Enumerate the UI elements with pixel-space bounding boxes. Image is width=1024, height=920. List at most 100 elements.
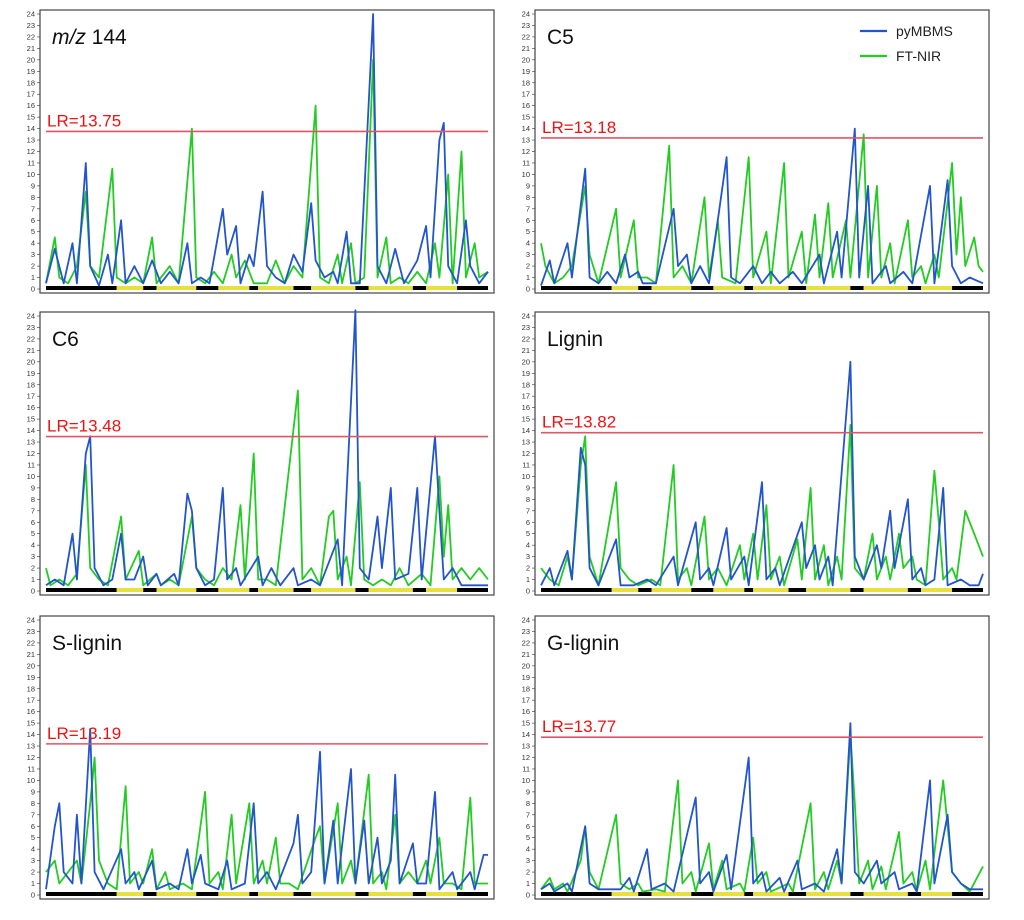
lr-label: LR=13.19 <box>47 724 121 743</box>
ytick-label: 9 <box>31 181 35 190</box>
ytick-label: 8 <box>526 193 530 202</box>
panel-title-text: 144 <box>86 26 127 49</box>
series-line-pymbms <box>45 13 489 287</box>
panel-frame <box>39 615 495 900</box>
ytick-label: 18 <box>522 78 530 87</box>
ytick-label: 3 <box>526 250 530 259</box>
chromosome-segment <box>850 892 864 896</box>
ytick-label: 11 <box>27 460 35 469</box>
chromosome-segment <box>907 588 922 592</box>
ytick-label: 2 <box>31 868 35 877</box>
ytick-label: 14 <box>522 426 530 435</box>
ytick-label: 3 <box>31 250 35 259</box>
chromosome-segment <box>46 286 117 290</box>
ytick-label: 10 <box>27 776 35 785</box>
ytick-label: 7 <box>526 810 530 819</box>
ytick-label: 18 <box>27 380 35 389</box>
chromosome-segment <box>143 286 157 290</box>
series-line-ftnir <box>540 424 984 587</box>
ytick-label: 12 <box>522 449 530 458</box>
chromosome-segment <box>611 892 639 896</box>
chromosome-segment <box>311 588 356 592</box>
ytick-label: 24 <box>522 312 530 321</box>
chromosome-segment <box>156 588 197 592</box>
chromosome-segment <box>952 286 983 290</box>
panel-frame <box>534 615 990 900</box>
chromosome-segment <box>611 588 639 592</box>
ytick-label: 16 <box>522 403 530 412</box>
chromosome-segment <box>218 286 250 290</box>
ytick-label: 23 <box>27 21 35 30</box>
ytick-label: 2 <box>526 262 530 271</box>
panel-g_lignin: 0123456789101112131415161718192021222324… <box>522 615 990 900</box>
series-line-ftnir <box>45 58 489 285</box>
ytick-label: 12 <box>27 449 35 458</box>
chromosome-segment <box>638 286 652 290</box>
ytick-label: 21 <box>522 650 530 659</box>
ytick-label: 21 <box>27 346 35 355</box>
chromosome-segment <box>713 588 745 592</box>
ytick-label: 0 <box>31 587 35 596</box>
chromosome-segment <box>611 286 639 290</box>
ytick-label: 20 <box>522 55 530 64</box>
ytick-label: 15 <box>522 719 530 728</box>
chromosome-segment <box>806 286 851 290</box>
chromosome-segment <box>249 286 259 290</box>
ytick-label: 9 <box>526 181 530 190</box>
ytick-label: 7 <box>31 506 35 515</box>
ytick-label: 4 <box>31 239 35 248</box>
panel-title-text: C6 <box>52 328 79 351</box>
chromosome-segment <box>457 286 488 290</box>
chromosome-segment <box>355 588 369 592</box>
ytick-label: 5 <box>31 227 35 236</box>
ytick-label: 2 <box>526 564 530 573</box>
panel-frame <box>39 9 495 294</box>
ytick-label: 5 <box>31 833 35 842</box>
ytick-label: 19 <box>27 369 35 378</box>
ytick-label: 12 <box>27 147 35 156</box>
chromosome-segment <box>293 286 312 290</box>
panel-c6: 0123456789101112131415161718192021222324… <box>27 309 495 596</box>
ytick-label: 11 <box>27 764 35 773</box>
chromosome-segment <box>412 286 427 290</box>
chromosome-segment <box>355 892 369 896</box>
chromosome-segment <box>258 286 294 290</box>
ytick-label: 1 <box>526 879 530 888</box>
panel-title: G-lignin <box>547 632 619 655</box>
series-line-ftnir <box>540 733 984 893</box>
ytick-label: 2 <box>31 564 35 573</box>
chromosome-segment <box>46 588 117 592</box>
chromosome-segment <box>293 588 312 592</box>
ytick-label: 10 <box>522 472 530 481</box>
panel-title-text: G-lignin <box>547 632 619 655</box>
chromosome-segment <box>952 892 983 896</box>
chromosome-segment <box>355 286 369 290</box>
lr-label: LR=13.82 <box>542 413 616 432</box>
ytick-label: 24 <box>27 312 35 321</box>
chromosome-segment <box>196 892 219 896</box>
series-line-ftnir <box>45 756 488 891</box>
chromosome-segment <box>753 588 789 592</box>
series-line-ftnir <box>540 133 984 285</box>
chromosome-segment <box>952 588 983 592</box>
series-line-pymbms <box>540 722 983 893</box>
chromosome-segment <box>426 588 458 592</box>
ytick-label: 12 <box>522 753 530 762</box>
ytick-label: 19 <box>522 369 530 378</box>
chromosome-segment <box>651 588 692 592</box>
chromosome-segment <box>638 588 652 592</box>
chromosome-segment <box>753 286 789 290</box>
lr-label: LR=13.77 <box>542 717 616 736</box>
chromosome-segment <box>218 892 250 896</box>
ytick-label: 17 <box>27 90 35 99</box>
ytick-label: 7 <box>31 810 35 819</box>
ytick-label: 6 <box>31 518 35 527</box>
chromosome-segment <box>258 892 294 896</box>
ytick-label: 11 <box>522 460 530 469</box>
legend-label: FT-NIR <box>896 48 941 64</box>
ytick-label: 13 <box>522 742 530 751</box>
chromosome-segment <box>412 892 427 896</box>
chromosome-segment <box>850 588 864 592</box>
chromosome-segment <box>311 286 356 290</box>
chromosome-segment <box>156 892 197 896</box>
